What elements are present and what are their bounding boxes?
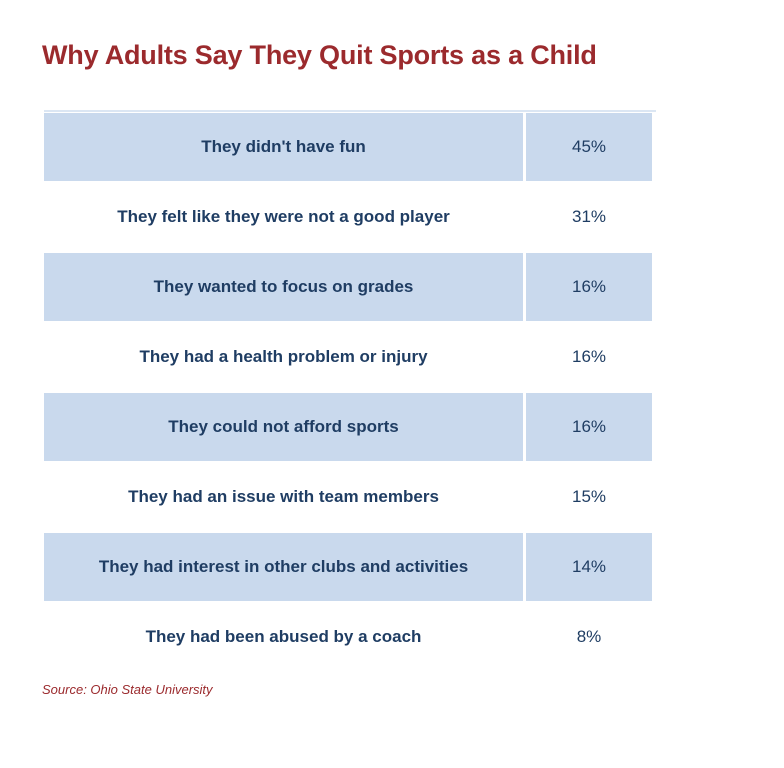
- column-divider: [523, 393, 526, 461]
- reason-cell: They had interest in other clubs and act…: [44, 533, 523, 601]
- percent-cell: 31%: [571, 207, 607, 226]
- reason-cell: They had been abused by a coach: [145, 627, 422, 646]
- percent-cell: 16%: [526, 253, 652, 321]
- percent-cell: 15%: [571, 487, 607, 506]
- percent-cell: 45%: [526, 113, 652, 181]
- percent-cell: 16%: [526, 393, 652, 461]
- reason-cell: They didn't have fun: [44, 113, 523, 181]
- percent-cell: 14%: [526, 533, 652, 601]
- data-table: They didn't have fun 45% They felt like th…: [44, 110, 656, 672]
- reason-cell: They had an issue with team members: [128, 487, 439, 506]
- table-row: They had been abused by a coach 8%: [44, 602, 654, 672]
- table-row: They wanted to focus on grades 16%: [44, 253, 654, 321]
- table-row: They had interest in other clubs and act…: [44, 533, 654, 601]
- reason-cell: They had a health problem or injury: [139, 347, 428, 366]
- reason-cell: They could not afford sports: [44, 393, 523, 461]
- column-divider: [523, 253, 526, 321]
- reason-cell: They wanted to focus on grades: [44, 253, 523, 321]
- percent-cell: 16%: [571, 347, 607, 366]
- table-top-rule: [44, 110, 656, 112]
- column-divider: [523, 113, 526, 181]
- source-note: Source: Ohio State University: [42, 682, 213, 697]
- table-row: They felt like they were not a good play…: [44, 182, 654, 252]
- table-row: They had a health problem or injury 16%: [44, 322, 654, 392]
- chart-title: Why Adults Say They Quit Sports as a Chi…: [42, 40, 597, 70]
- table-row: They had an issue with team members 15%: [44, 462, 654, 532]
- table-row: They didn't have fun 45%: [44, 113, 654, 181]
- reason-cell: They felt like they were not a good play…: [117, 207, 450, 226]
- table-body: They didn't have fun 45% They felt like th…: [44, 113, 654, 672]
- table-row: They could not afford sports 16%: [44, 393, 654, 461]
- column-divider: [523, 533, 526, 601]
- percent-cell: 8%: [576, 627, 602, 646]
